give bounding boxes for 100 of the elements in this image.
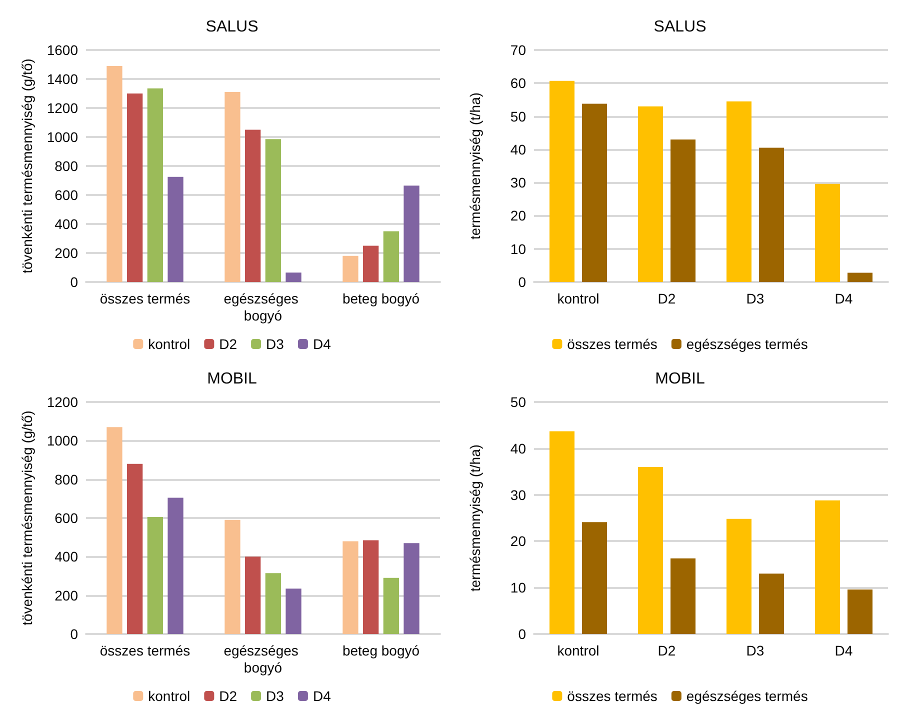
bar [224, 92, 240, 282]
bar [363, 246, 379, 282]
legend-label: D4 [312, 688, 332, 704]
x-tick-label: D4 [834, 642, 853, 658]
bar [549, 80, 574, 282]
bar [106, 427, 122, 634]
bar [127, 94, 143, 282]
bar [670, 558, 696, 634]
bar [265, 573, 281, 634]
bar [286, 272, 302, 282]
legend-label: D2 [219, 688, 238, 704]
y-tick-label: 30 [510, 486, 526, 503]
bar [848, 589, 873, 634]
bar [638, 466, 663, 634]
x-tick-label: beteg bogyó [342, 642, 420, 658]
y-tick-label: 70 [510, 42, 526, 58]
legend-label: egészséges termés [686, 336, 808, 352]
y-tick-label: 1400 [46, 71, 78, 87]
bar [224, 520, 240, 634]
x-tick-label: egészséges bogyó [224, 642, 302, 676]
y-tick-label: 0 [70, 626, 78, 642]
y-tick-label: 1600 [46, 42, 78, 58]
chart-title: SALUS [654, 18, 706, 36]
legend-label: D2 [219, 336, 238, 352]
bar [404, 543, 420, 634]
bar [106, 66, 122, 282]
y-axis-title: tövenkénti termésmennyiség (g/tő) [19, 410, 35, 626]
x-tick-label: kontrol [557, 642, 600, 658]
legend-label: egészséges termés [686, 688, 808, 704]
y-tick-label: 10 [510, 580, 526, 596]
y-tick-label: 0 [518, 274, 526, 290]
bar [363, 540, 379, 634]
x-tick-label: összes termés [100, 290, 190, 306]
y-tick-label: 20 [510, 533, 526, 550]
x-tick-label: D4 [834, 290, 853, 306]
legend-label: kontrol [148, 688, 190, 704]
x-tick-label: D2 [658, 642, 676, 658]
legend-label: D3 [266, 688, 284, 704]
y-tick-label: 0 [70, 274, 78, 290]
bar [814, 500, 840, 634]
bar [245, 556, 261, 634]
y-tick-label: 200 [54, 245, 78, 261]
y-tick-label: 600 [54, 187, 78, 203]
y-tick-label: 800 [54, 158, 78, 174]
bar [342, 541, 358, 634]
bar [383, 231, 399, 282]
bar [670, 139, 696, 282]
bar [265, 139, 281, 282]
y-tick-label: 200 [54, 587, 78, 604]
y-tick-label: 400 [54, 548, 78, 565]
legend-label: kontrol [148, 336, 190, 352]
y-axis-title: termésmennyiség (t/ha) [467, 444, 483, 592]
bar [638, 106, 663, 282]
y-tick-label: 50 [510, 108, 526, 124]
bar [726, 101, 752, 282]
y-tick-label: 1200 [46, 100, 78, 116]
y-tick-label: 20 [510, 208, 526, 224]
bar [404, 186, 420, 282]
y-tick-label: 40 [510, 141, 526, 158]
y-tick-label: 10 [510, 240, 526, 257]
chart-title: MOBIL [207, 370, 257, 388]
y-tick-label: 60 [510, 75, 526, 92]
y-tick-label: 1200 [46, 394, 78, 410]
y-tick-label: 800 [54, 471, 78, 488]
bar [383, 578, 399, 634]
y-tick-label: 30 [510, 174, 526, 191]
x-tick-label: D3 [746, 290, 764, 306]
x-tick-label: összes termés [100, 642, 190, 658]
y-tick-label: 50 [510, 394, 526, 410]
x-tick-label: egészséges bogyó [224, 290, 302, 324]
bar [582, 104, 608, 282]
legend-label: összes termés [567, 688, 658, 704]
bar [147, 517, 163, 634]
legend-label: D4 [312, 336, 332, 352]
y-tick-label: 1000 [46, 432, 78, 449]
y-tick-label: 0 [518, 626, 526, 642]
x-tick-label: kontrol [557, 290, 600, 306]
chart-title: MOBIL [655, 370, 705, 388]
x-tick-label: D3 [746, 642, 764, 658]
bar [726, 518, 752, 634]
legend-label: D3 [266, 336, 284, 352]
y-tick-label: 40 [510, 440, 526, 456]
y-axis-title: termésmennyiség (t/ha) [467, 92, 483, 240]
bar [342, 256, 358, 282]
y-axis-title: tövenkénti termésmennyiség (g/tő) [19, 58, 35, 274]
bar [168, 498, 184, 634]
bar [848, 272, 873, 282]
x-tick-label: beteg bogyó [342, 290, 420, 306]
bar [759, 148, 784, 282]
bar [147, 88, 163, 282]
y-tick-label: 400 [54, 216, 78, 232]
bar [245, 130, 261, 282]
bar [759, 574, 784, 634]
legend-label: összes termés [567, 336, 658, 352]
y-tick-label: 1000 [46, 129, 78, 145]
bar [127, 464, 143, 634]
x-tick-label: D2 [658, 290, 676, 306]
bar [286, 588, 302, 634]
bar [814, 184, 840, 282]
y-tick-label: 600 [54, 510, 78, 526]
